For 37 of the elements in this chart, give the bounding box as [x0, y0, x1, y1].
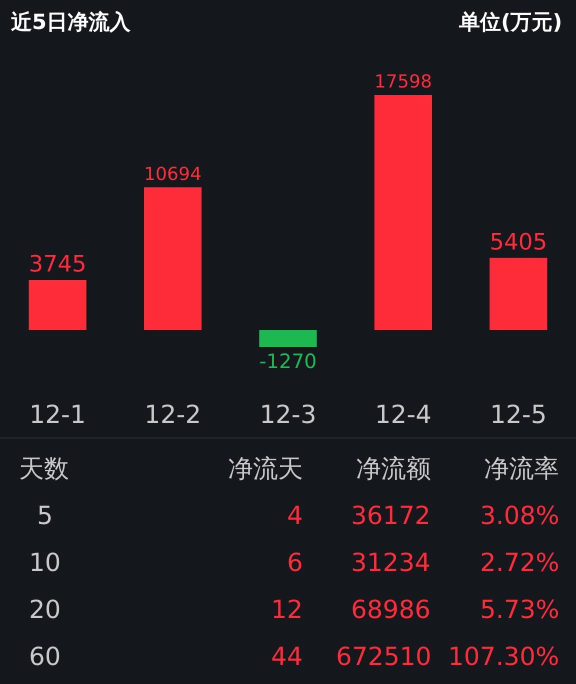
text: 107.30% [448, 642, 560, 671]
data-label: 10694 [144, 164, 202, 185]
bar [374, 95, 432, 330]
data-label: 3745 [28, 252, 86, 278]
bar [28, 280, 86, 330]
text: 44 [271, 642, 303, 671]
text: 6 [287, 548, 303, 577]
text: 68986 [351, 595, 431, 624]
text: 5.73% [480, 595, 560, 624]
category-label: 净流率 [484, 454, 559, 483]
bar [490, 258, 548, 330]
chart-title: 近5日净流入 [10, 10, 132, 34]
data-label: 17598 [374, 72, 432, 93]
text: 60 [29, 642, 61, 671]
x-tick-label: 12-5 [490, 400, 547, 429]
text: 4 [287, 501, 303, 530]
category-label: 净流天 [228, 454, 303, 483]
x-tick-label: 12-3 [260, 400, 316, 429]
x-tick-label: 12-2 [144, 400, 202, 429]
text: 36172 [351, 501, 431, 530]
text: 2.72% [480, 548, 560, 577]
text: 12 [271, 595, 303, 624]
bar [144, 187, 202, 330]
text: 10 [29, 548, 61, 577]
text: 5 [37, 501, 53, 530]
text: 20 [29, 595, 61, 624]
data-label: -1270 [259, 350, 317, 374]
bar [259, 330, 317, 347]
data-label: 5405 [490, 229, 548, 256]
text: 3.08% [480, 501, 560, 530]
x-tick-label: 12-1 [29, 400, 86, 429]
category-label: 天数 [19, 454, 69, 483]
text: 31234 [351, 548, 431, 577]
text: 单位(万元) [458, 10, 562, 34]
text: 672510 [336, 642, 432, 671]
category-label: 净流额 [356, 454, 431, 483]
x-tick-label: 12-4 [374, 400, 432, 429]
